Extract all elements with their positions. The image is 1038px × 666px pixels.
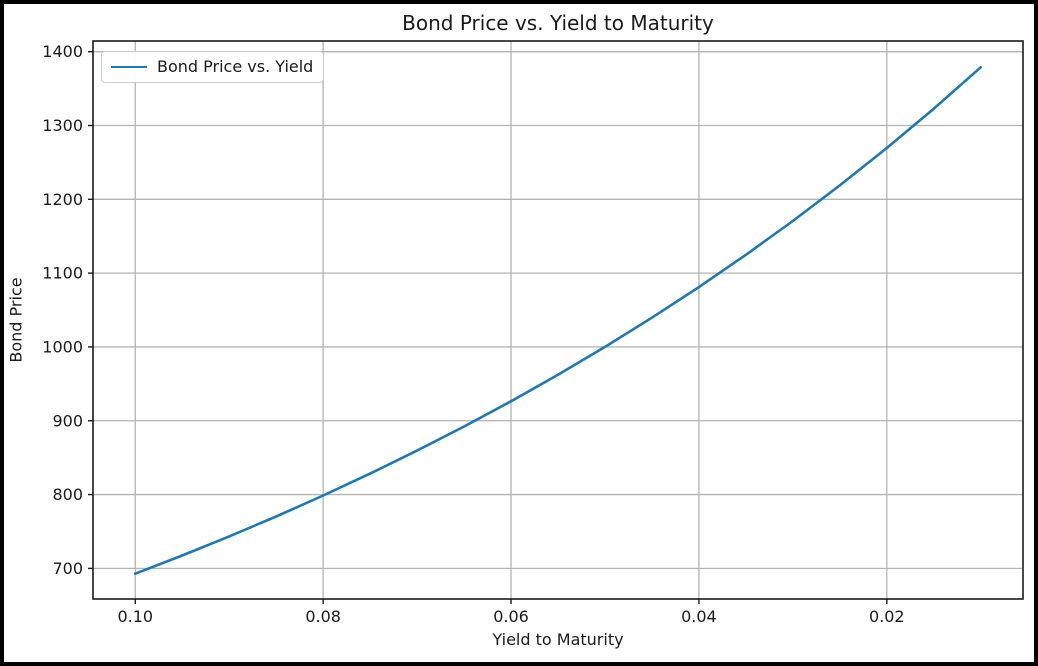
line-Bond Price vs. Yield <box>134 66 983 576</box>
axes-spines <box>92 40 1024 600</box>
legend: Bond Price vs. Yield <box>101 51 325 83</box>
legend-line-swatch <box>111 66 147 68</box>
svg-text:1400: 1400 <box>42 42 83 61</box>
gridlines <box>93 41 1023 599</box>
svg-text:0.06: 0.06 <box>493 607 529 626</box>
svg-text:0.04: 0.04 <box>681 607 717 626</box>
tick-marks <box>88 51 888 604</box>
legend-label: Bond Price vs. Yield <box>157 57 314 76</box>
svg-text:0.08: 0.08 <box>305 607 341 626</box>
svg-text:0.10: 0.10 <box>117 607 153 626</box>
chart-title: Bond Price vs. Yield to Maturity <box>402 11 714 35</box>
svg-text:1000: 1000 <box>42 337 83 356</box>
svg-text:1300: 1300 <box>42 116 83 135</box>
svg-text:800: 800 <box>52 485 83 504</box>
svg-text:1200: 1200 <box>42 190 83 209</box>
data-series <box>134 66 983 576</box>
tick-labels: 0.10 0.08 0.06 0.04 0.02 700 800 900 1000 1100 120… <box>42 42 904 626</box>
x-axis-label: Yield to Maturity <box>492 630 624 649</box>
y-axis-label: Bond Price <box>6 277 26 363</box>
svg-text:700: 700 <box>52 559 83 578</box>
svg-text:1100: 1100 <box>42 264 83 283</box>
svg-text:0.02: 0.02 <box>869 607 905 626</box>
svg-text:900: 900 <box>52 411 83 430</box>
plot-canvas: 0.10 0.08 0.06 0.04 0.02 700 800 900 1000 1100 120… <box>42 40 1024 626</box>
